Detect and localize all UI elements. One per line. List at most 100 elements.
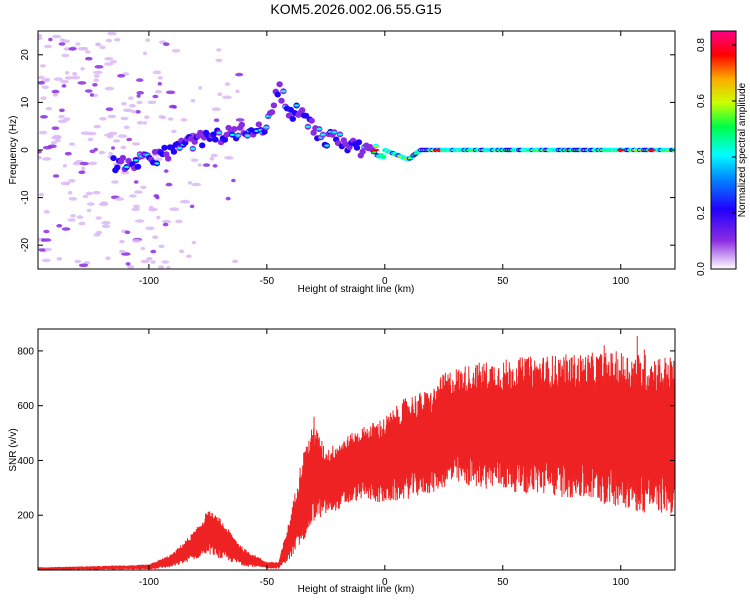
spectrogram-noise-blob xyxy=(93,147,98,152)
spectrogram-ridge-cell xyxy=(289,115,296,122)
spectrogram-noise-blob xyxy=(135,110,141,114)
spectrogram-noise-blob xyxy=(38,36,43,40)
spectrogram-noise-blob xyxy=(125,262,131,266)
spectrogram-noise-blob xyxy=(89,93,94,97)
spectrogram-noise-blob xyxy=(120,170,130,175)
spectrogram-noise-blob xyxy=(142,121,148,125)
spectrogram-noise-blob xyxy=(57,119,68,124)
spectrogram-noise-blob xyxy=(38,248,46,252)
spectrogram-noise-blob xyxy=(128,194,137,198)
spectrogram-noise-blob xyxy=(101,224,111,229)
spectrogram-noise-blob xyxy=(211,107,221,111)
colorbar-label: Normalized spectral amplitude xyxy=(737,82,748,217)
spectrogram-noise-blob xyxy=(59,38,66,42)
spectrogram-noise-blob xyxy=(84,89,93,93)
colorbar-tick-label: 0.8 xyxy=(696,38,707,52)
spectrogram-noise-blob xyxy=(146,257,153,261)
spectrogram-noise-blob xyxy=(61,84,67,88)
spectrogram-noise-blob xyxy=(38,192,45,197)
spectrogram-noise-blob xyxy=(123,125,130,130)
spectrogram-noise-blob xyxy=(41,85,49,89)
spectrogram-ridge-core xyxy=(280,90,286,93)
spectrogram-ridge-cell xyxy=(191,138,198,145)
spectrogram-ytick-label: -10 xyxy=(20,190,31,205)
spectrogram-noise-blob xyxy=(114,197,125,201)
spectrogram-noise-blob xyxy=(225,196,231,201)
spectrogram-noise-blob xyxy=(110,60,117,64)
spectrogram-ridge-cell xyxy=(210,131,217,138)
spectrogram-noise-blob xyxy=(53,77,63,81)
spectrogram-noise-blob xyxy=(180,118,188,122)
spectrogram-noise-blob xyxy=(114,38,121,42)
spectrogram-ridge-core xyxy=(324,144,330,147)
spectrogram-noise-blob xyxy=(44,44,52,49)
spectrogram-xlabel: Height of straight line (km) xyxy=(298,284,415,295)
spectrogram-noise-blob xyxy=(157,265,165,269)
spectrogram-peak xyxy=(616,148,625,152)
spectrogram-ridge-core xyxy=(373,144,379,147)
colorbar-tick-label: 0.6 xyxy=(696,94,707,108)
spectrogram-noise-blob xyxy=(140,259,150,264)
spectrogram-noise-blob xyxy=(197,163,202,167)
spectrogram-noise-blob xyxy=(136,121,144,125)
spectrogram-noise-blob xyxy=(157,82,162,86)
spectrogram-noise-blob xyxy=(140,246,146,251)
spectrogram-noise-blob xyxy=(67,218,76,222)
spectrogram-noise-blob xyxy=(108,152,113,156)
spectrogram-ridge-core xyxy=(229,133,235,136)
spectrogram-noise-blob xyxy=(95,216,102,220)
spectrogram-ridge-cell xyxy=(134,163,142,170)
spectrogram-noise-blob xyxy=(150,260,156,264)
spectrogram-noise-blob xyxy=(154,157,163,162)
spectrogram-ridge-cell xyxy=(355,139,363,146)
snr-xtick-label: -100 xyxy=(139,577,159,588)
spectrogram-noise-blob xyxy=(104,86,115,91)
spectrogram-noise-blob xyxy=(150,249,157,254)
spectrogram-noise-blob xyxy=(68,142,76,146)
spectrogram-ridge-core xyxy=(133,159,139,162)
spectrogram-noise-blob xyxy=(133,180,139,184)
spectrogram-noise-blob xyxy=(136,94,141,98)
spectrogram-noise-blob xyxy=(78,263,89,268)
spectrogram-noise-blob xyxy=(61,227,71,231)
spectrogram-noise-blob xyxy=(215,58,223,63)
spectrogram-noise-blob xyxy=(167,117,174,121)
spectrogram-noise-blob xyxy=(165,90,176,95)
spectrogram-noise-blob xyxy=(40,64,46,68)
spectrogram-noise-blob xyxy=(99,117,107,121)
spectrogram-noise-blob xyxy=(59,108,65,113)
spectrogram-noise-blob xyxy=(172,105,177,109)
spectrogram-xtick-label: -50 xyxy=(260,276,275,287)
spectrogram-noise-blob xyxy=(74,259,82,264)
spectrogram-noise-blob xyxy=(77,81,87,85)
spectrogram-noise-blob xyxy=(58,114,65,119)
spectrogram-noise-blob xyxy=(99,45,106,50)
spectrogram-noise-blob xyxy=(52,93,59,97)
spectrogram-noise-blob xyxy=(171,129,177,134)
spectrogram-ridge-cell xyxy=(359,148,366,155)
spectrogram-noise-blob xyxy=(85,56,93,61)
spectrogram-noise-blob xyxy=(117,74,126,78)
spectrogram-ytick-label: -20 xyxy=(20,238,31,253)
spectrogram-noise-blob xyxy=(42,157,52,161)
spectrogram-noise-blob xyxy=(171,49,181,53)
spectrogram-ridge-core xyxy=(263,126,269,129)
spectrogram-noise-blob xyxy=(48,37,53,42)
spectrogram-ridge-cell xyxy=(346,144,353,151)
spectrogram-noise-blob xyxy=(84,50,91,54)
spectrogram-noise-blob xyxy=(107,114,117,119)
spectrogram-noise-blob xyxy=(120,116,129,121)
spectrogram-noise-blob xyxy=(133,204,140,209)
spectrogram-noise-blob xyxy=(50,141,57,145)
spectrogram-noise-blob xyxy=(80,131,91,135)
figure-title: KOM5.2026.002.06.55.G15 xyxy=(270,1,441,17)
spectrogram-ridge-core xyxy=(190,147,196,150)
spectrogram-ridge-core xyxy=(294,104,300,107)
spectrogram-noise-blob xyxy=(101,221,111,225)
spectrogram-noise-blob xyxy=(231,178,236,183)
spectrogram-noise-blob xyxy=(107,31,117,36)
snr-ytick-label: 400 xyxy=(17,456,34,467)
spectrogram-ridge-core xyxy=(305,125,311,128)
spectrogram-xtick-label: -100 xyxy=(139,276,159,287)
spectrogram-noise-blob xyxy=(51,34,62,39)
